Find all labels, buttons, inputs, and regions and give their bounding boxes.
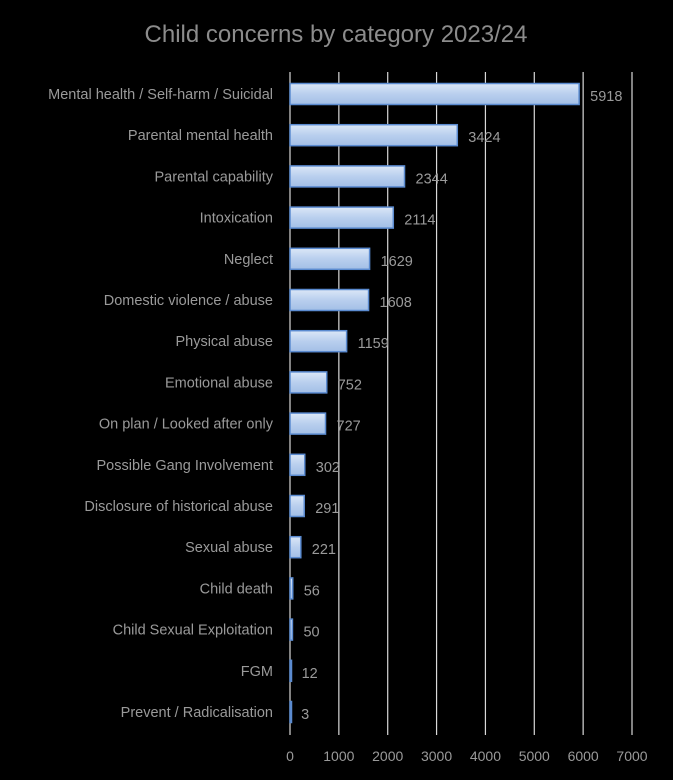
bar [289, 123, 459, 147]
x-tick-label: 3000 [421, 748, 452, 764]
x-tick-label: 1000 [323, 748, 354, 764]
data-label: 302 [316, 460, 340, 476]
category-label: Domestic violence / abuse [104, 293, 273, 309]
category-label: Intoxication [200, 211, 273, 227]
bar [289, 371, 328, 394]
data-label: 3 [301, 707, 309, 723]
data-label: 1159 [358, 336, 389, 352]
bar [289, 412, 327, 435]
category-label: FGM [241, 664, 273, 680]
x-tick-label: 6000 [568, 748, 599, 764]
bar [289, 494, 305, 518]
bar [289, 535, 302, 559]
category-label: Disclosure of historical abuse [84, 499, 273, 515]
category-label: Emotional abuse [165, 375, 273, 391]
x-tick-label: 5000 [519, 748, 550, 764]
bar [289, 659, 293, 683]
data-label: 1608 [380, 295, 412, 311]
bar [289, 288, 370, 312]
x-tick-label: 2000 [372, 748, 403, 764]
bar [289, 577, 294, 600]
category-label: Possible Gang Involvement [96, 458, 273, 474]
category-label: Parental mental health [128, 128, 273, 144]
data-label: 727 [337, 419, 361, 435]
category-label: Parental capability [155, 169, 274, 185]
category-label: Child Sexual Exploitation [113, 623, 273, 639]
data-label: 1629 [381, 254, 413, 270]
category-label: Sexual abuse [185, 540, 273, 556]
data-label: 2344 [416, 171, 448, 187]
category-label: Mental health / Self-harm / Suicidal [48, 87, 273, 103]
bars [289, 82, 580, 724]
data-label: 291 [315, 501, 339, 517]
x-axis-tick-labels: 0 1000 2000 3000 4000 5000 6000 7000 [286, 748, 648, 764]
data-label: 752 [338, 377, 362, 393]
data-label: 3424 [468, 130, 500, 146]
bar [289, 247, 371, 271]
data-label: 50 [303, 625, 319, 641]
category-label: Neglect [224, 252, 273, 268]
value-labels: 5918 3424 2344 2114 1629 1608 1159 752 727 302 291… [301, 89, 622, 723]
category-label: Physical abuse [175, 334, 273, 350]
x-tick-label: 7000 [616, 748, 647, 764]
data-label: 2114 [404, 213, 435, 229]
bar [289, 700, 293, 724]
bar [289, 329, 348, 353]
data-label: 5918 [590, 89, 622, 105]
data-label: 56 [304, 583, 320, 599]
x-tick-label: 0 [286, 748, 294, 764]
x-tick-label: 4000 [470, 748, 501, 764]
bar [289, 82, 580, 106]
data-label: 221 [312, 542, 336, 558]
category-label: On plan / Looked after only [99, 417, 274, 433]
bar [289, 206, 395, 229]
chart-title: Child concerns by category 2023/24 [145, 21, 528, 48]
category-labels: Mental health / Self-harm / Suicidal Pare… [48, 87, 274, 721]
category-label: Child death [200, 581, 273, 597]
category-label: Prevent / Radicalisation [121, 705, 273, 721]
bar [289, 618, 294, 641]
data-label: 12 [302, 666, 318, 682]
bar [289, 453, 306, 477]
bar [289, 165, 406, 188]
